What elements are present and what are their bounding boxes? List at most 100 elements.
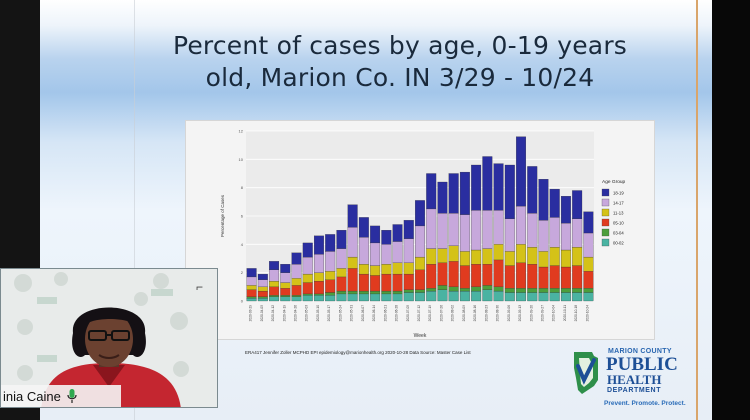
bar-segment (426, 173, 437, 210)
shared-slide: Percent of cases by age, 0-19 years old,… (40, 0, 712, 420)
x-tick-label: 2020-08-02 (451, 305, 455, 322)
x-tick-label: 2020-07-05 (406, 305, 410, 322)
bar-segment (527, 292, 538, 302)
bar-segment (280, 272, 291, 283)
legend-swatch (601, 218, 610, 227)
bar-segment (302, 273, 313, 283)
bar-segment (471, 290, 482, 302)
bar-segment (280, 282, 291, 289)
legend-swatch (601, 238, 610, 247)
x-tick-label: 2020-09-13 (518, 305, 522, 322)
bar-segment (448, 245, 459, 262)
bar-segment (516, 244, 526, 263)
slide-edge-line (696, 0, 698, 420)
bar-segment (392, 241, 403, 263)
x-tick-label: 2020-03-29 (249, 305, 253, 322)
bar-segment (358, 290, 369, 295)
bar-segment (415, 256, 425, 270)
slide-title-line-1: Percent of cases by age, 0-19 years (172, 31, 628, 60)
bar-segment (504, 265, 515, 289)
indiana-outline-icon (574, 352, 598, 394)
bar-segment (459, 214, 470, 252)
logo-department-text: DEPARTMENT (607, 387, 662, 394)
bar-segment (493, 259, 504, 287)
bar-segment (527, 288, 538, 293)
bar-segment (415, 292, 425, 302)
legend-label: 11-13 (613, 211, 624, 216)
y-tick-label: 6 (241, 214, 244, 219)
y-tick-label: 2 (241, 270, 244, 275)
bar-segment (403, 273, 414, 290)
bar-segment (482, 248, 493, 265)
legend-title: Age Group (602, 179, 626, 185)
bar-segment (257, 273, 268, 280)
bar-segment (493, 163, 504, 211)
bar-segment (403, 292, 414, 302)
bar-segment (392, 293, 403, 302)
legend-label: 14-17 (613, 201, 624, 206)
participant-video-tile[interactable]: ⌐ inia Caine (0, 268, 218, 408)
x-tick-label: 2020-04-12 (271, 305, 275, 322)
bar-segment (426, 264, 437, 289)
bar-segment (358, 293, 369, 302)
bar-segment (459, 265, 470, 289)
bar-segment (257, 298, 268, 302)
bar-segment (336, 290, 347, 295)
bar-segment (560, 196, 571, 224)
bar-segment (269, 261, 280, 270)
bar-segment (493, 290, 504, 302)
bar-segment (302, 293, 313, 296)
bar-segment (347, 293, 358, 302)
bar-segment (437, 181, 448, 214)
bar-segment (280, 296, 291, 302)
bar-segment (392, 262, 403, 275)
bar-segment (504, 164, 515, 219)
bar-segment (336, 293, 347, 302)
bar-segment (336, 248, 347, 269)
bar-segment (358, 217, 369, 238)
x-axis-label: Week (414, 333, 427, 339)
bar-segment (257, 296, 268, 299)
x-tick-label: 2020-04-26 (294, 305, 298, 322)
bar-segment (314, 272, 324, 282)
bar-segment (527, 264, 538, 289)
bar-segment (269, 269, 280, 282)
bar-segment (291, 296, 302, 302)
bar-segment (572, 288, 583, 293)
bar-segment (471, 286, 482, 292)
bar-segment (572, 265, 583, 289)
bar-segment (370, 242, 381, 266)
bar-segment (257, 279, 268, 287)
bar-segment (403, 220, 414, 239)
bar-segment (358, 273, 369, 292)
mic-icon[interactable] (67, 388, 77, 404)
bar-segment (392, 290, 403, 295)
bar-segment (560, 292, 571, 302)
bar-segment (448, 290, 459, 302)
bar-segment (583, 292, 594, 302)
bar-segment (325, 234, 336, 252)
bar-segment (246, 289, 257, 297)
bar-segment (516, 205, 526, 245)
bar-segment (538, 220, 549, 252)
legend-label: 05-10 (613, 221, 624, 226)
bar-segment (325, 292, 336, 296)
logo-tagline: Prevent. Promote. Protect. (604, 400, 686, 407)
x-tick-label: 2020-08-23 (484, 305, 488, 322)
logo-public-text: PUBLIC (606, 354, 678, 375)
resize-handle-icon[interactable]: ⌐ (196, 280, 204, 294)
x-tick-label: 2020-05-31 (350, 305, 354, 322)
bar-segment (370, 293, 381, 302)
x-tick-label: 2020-07-26 (439, 305, 443, 322)
bar-segment (291, 264, 302, 279)
bar-segment (471, 164, 482, 211)
bar-segment (302, 242, 313, 258)
chart-panel: 0 2 4 6 8 10 12 2020-03-29 2020-04-05 2020-04-12 2… (185, 120, 655, 340)
bar-segment (347, 204, 358, 228)
bar-segment (291, 285, 302, 296)
bar-segment (583, 288, 594, 293)
bar-segment (583, 211, 594, 234)
bar-segment (549, 265, 560, 289)
y-tick-label: 8 (241, 185, 244, 190)
